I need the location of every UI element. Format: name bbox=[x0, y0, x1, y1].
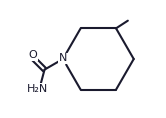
Text: O: O bbox=[28, 50, 37, 60]
Text: N: N bbox=[59, 53, 67, 63]
Text: H₂N: H₂N bbox=[27, 84, 48, 94]
